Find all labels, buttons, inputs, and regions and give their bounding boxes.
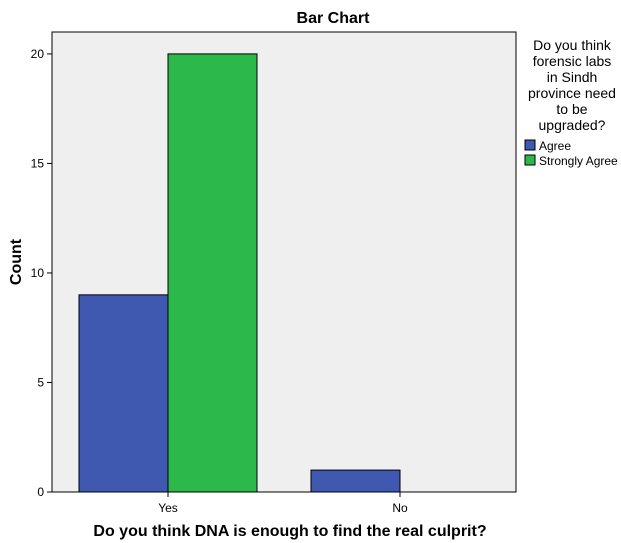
y-axis-label: Count	[8, 238, 25, 285]
y-tick-label: 20	[31, 47, 45, 61]
bar-agree-no	[310, 469, 401, 493]
x-tick-label: Yes	[158, 501, 178, 515]
legend-swatch	[524, 154, 536, 166]
legend-title-line: forensic labs	[533, 53, 612, 69]
y-tick-label: 15	[31, 156, 45, 170]
bar-agree-yes	[78, 294, 169, 493]
legend-swatch	[524, 139, 536, 151]
x-tick-label: No	[392, 501, 408, 515]
legend-item-label: Strongly Agree	[539, 154, 618, 168]
legend-title-line: Do you think	[533, 37, 612, 53]
chart-title: Bar Chart	[297, 10, 371, 27]
legend-item-label: Agree	[539, 139, 571, 153]
bars-group	[78, 53, 401, 493]
legend-title-line: to be	[556, 101, 587, 117]
legend-title-line: in Sindh	[547, 69, 598, 85]
x-axis-label: Do you think DNA is enough to find the r…	[93, 523, 486, 540]
y-tick-label: 10	[31, 266, 45, 280]
y-tick-label: 5	[37, 375, 44, 389]
x-axis: Yes No	[158, 492, 408, 515]
y-axis: 0 5 10 15 20	[31, 47, 52, 499]
bar-strongly-agree-yes	[167, 53, 258, 493]
legend-title-line: province need	[528, 85, 616, 101]
y-tick-label: 0	[37, 485, 44, 499]
legend-title-line: upgraded?	[539, 117, 606, 133]
